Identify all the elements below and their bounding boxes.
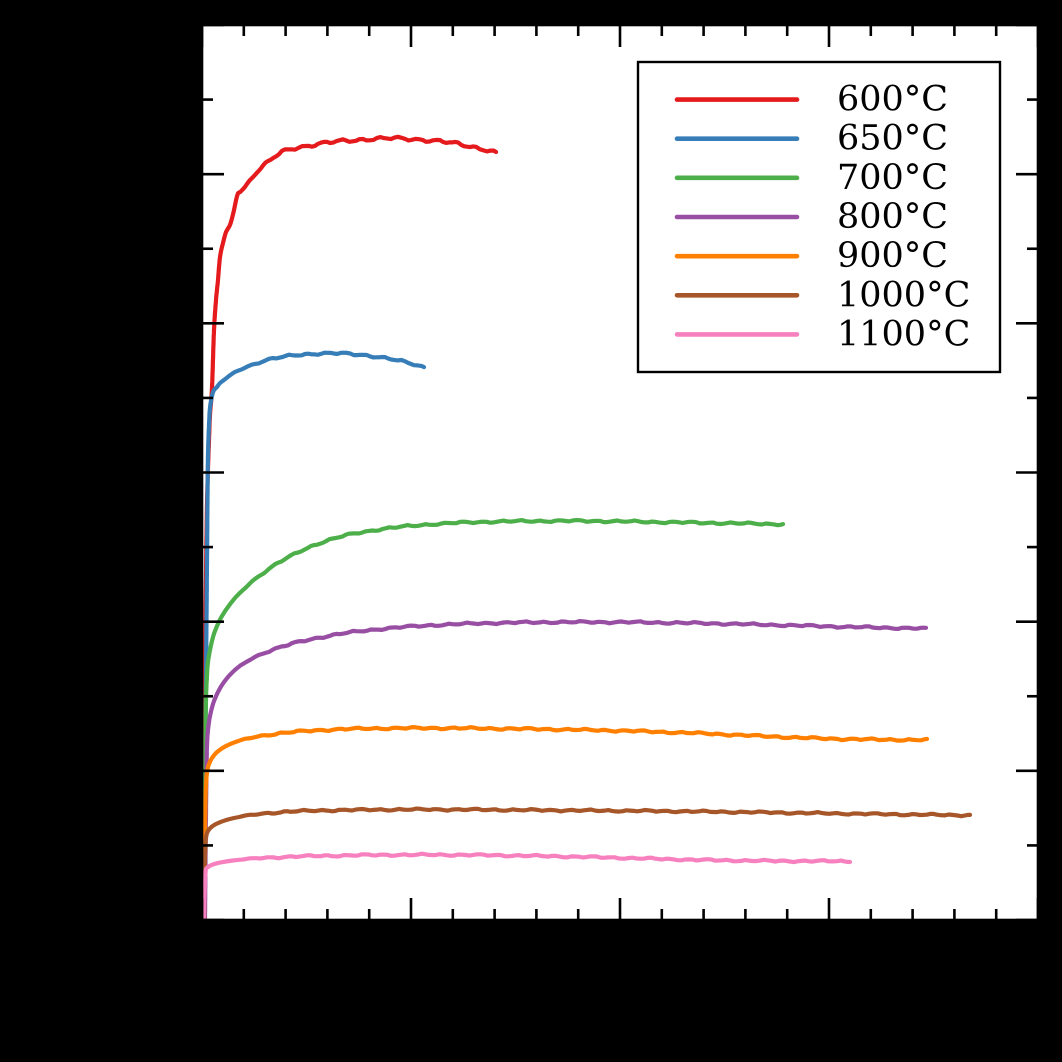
legend-entry-1000c: 1000°C [674,275,970,315]
legend-label-800c: 800°C [837,197,948,237]
curve-800c [202,619,929,921]
legend-label-650c: 650°C [837,119,948,159]
curve-900c [201,725,930,921]
curve-1100c [201,851,853,921]
legend-entry-1100c: 1100°C [674,314,970,354]
legend-entry-700c: 700°C [674,158,948,198]
legend-label-900c: 900°C [837,236,948,276]
curves-group [200,134,973,921]
ticks-group [200,23,1040,922]
legend-entry-600c: 600°C [674,80,948,120]
legend-entry-900c: 900°C [674,236,948,276]
legend-label-700c: 700°C [837,158,948,198]
legend-label-600c: 600°C [837,80,948,120]
curve-1000c [201,806,973,921]
legend-entry-650c: 650°C [674,119,948,159]
legend-entry-800c: 800°C [674,197,948,237]
legend-label-1000c: 1000°C [837,275,970,315]
legend-label-1100c: 1100°C [837,314,970,354]
